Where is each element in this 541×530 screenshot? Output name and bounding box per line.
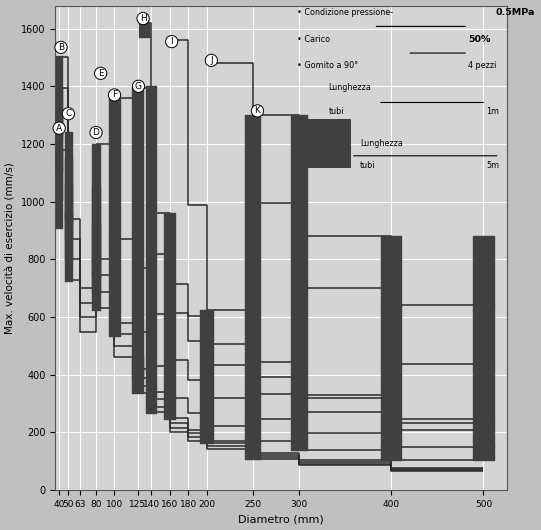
X-axis label: Diametro (mm): Diametro (mm) bbox=[238, 515, 324, 525]
Text: • Carico: • Carico bbox=[297, 34, 330, 43]
Text: • Condizione pressione-: • Condizione pressione- bbox=[297, 8, 393, 17]
Text: Lunghezza: Lunghezza bbox=[328, 83, 371, 92]
Text: A: A bbox=[56, 123, 62, 132]
Text: B: B bbox=[58, 43, 64, 52]
Text: D: D bbox=[93, 128, 100, 137]
Text: K: K bbox=[255, 107, 260, 116]
Text: F: F bbox=[112, 91, 117, 100]
Text: J: J bbox=[210, 56, 213, 65]
Text: tubi: tubi bbox=[328, 107, 344, 116]
Text: 0.5MPa: 0.5MPa bbox=[495, 8, 535, 17]
FancyBboxPatch shape bbox=[297, 119, 351, 168]
Text: C: C bbox=[65, 109, 71, 118]
Text: H: H bbox=[140, 14, 147, 23]
Text: 1m: 1m bbox=[486, 107, 499, 116]
Text: 4 pezzi: 4 pezzi bbox=[468, 61, 497, 70]
Text: tubi: tubi bbox=[360, 161, 375, 170]
Text: Lunghezza: Lunghezza bbox=[360, 139, 403, 148]
Text: E: E bbox=[98, 69, 103, 78]
Text: • Gomito a 90°: • Gomito a 90° bbox=[297, 61, 358, 70]
Text: G: G bbox=[135, 82, 142, 91]
Text: I: I bbox=[170, 37, 173, 46]
Text: 5m: 5m bbox=[486, 161, 499, 170]
Text: 50%: 50% bbox=[468, 34, 491, 43]
Y-axis label: Max. velocità di esercizio (mm/s): Max. velocità di esercizio (mm/s) bbox=[5, 162, 16, 334]
